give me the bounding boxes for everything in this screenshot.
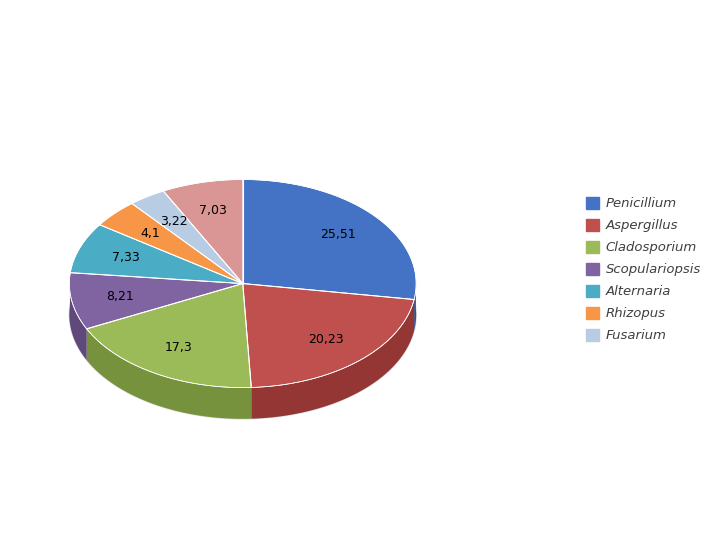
Polygon shape xyxy=(69,275,86,360)
Text: 8,21: 8,21 xyxy=(106,290,134,303)
Polygon shape xyxy=(251,300,414,419)
Polygon shape xyxy=(86,329,251,419)
Text: 4,1: 4,1 xyxy=(141,226,161,240)
Polygon shape xyxy=(164,179,243,284)
Polygon shape xyxy=(69,273,243,329)
Text: 7,03: 7,03 xyxy=(199,204,227,217)
Text: 17,3: 17,3 xyxy=(165,342,193,355)
Polygon shape xyxy=(86,284,251,388)
Polygon shape xyxy=(243,284,414,388)
Polygon shape xyxy=(70,225,243,284)
Polygon shape xyxy=(132,191,243,284)
Polygon shape xyxy=(243,179,416,300)
Text: 20,23: 20,23 xyxy=(308,333,344,345)
Text: 25,51: 25,51 xyxy=(320,229,356,241)
Text: 7,33: 7,33 xyxy=(111,251,139,264)
Polygon shape xyxy=(414,278,416,331)
Polygon shape xyxy=(100,204,243,284)
Polygon shape xyxy=(69,211,416,419)
Text: 3,22: 3,22 xyxy=(160,215,188,227)
Legend: Penicillium, Aspergillus, Cladosporium, Scopulariopsis, Alternaria, Rhizopus, Fu: Penicillium, Aspergillus, Cladosporium, … xyxy=(579,190,708,349)
